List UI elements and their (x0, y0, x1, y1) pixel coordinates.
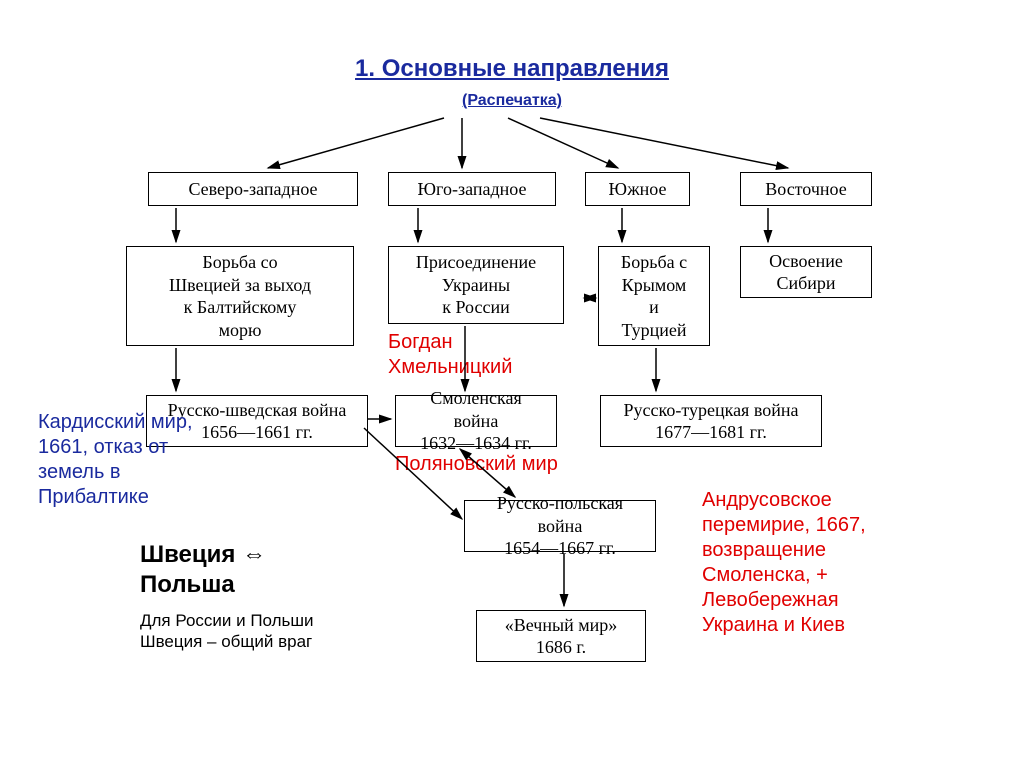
box-goal_e: Освоение Сибири (740, 246, 872, 298)
note-andrus: Андрусовское перемирие, 1667, возвращени… (702, 488, 952, 638)
subtitle: (Распечатка) (462, 92, 562, 110)
box-dir_nw: Северо-западное (148, 172, 358, 206)
box-goal_s: Борьба с Крымом и Турцией (598, 246, 710, 346)
box-goal_nw: Борьба со Швецией за выход к Балтийскому… (126, 246, 354, 346)
note-swepol: Швеция ⇔ Польша (140, 540, 340, 600)
box-war_smol: Смоленская война 1632—1634 гг. (395, 395, 557, 447)
note-polyanov: Поляновский мир (395, 452, 615, 477)
box-dir_s: Южное (585, 172, 690, 206)
note-swepol2: Для России и Польши Швеция – общий враг (140, 610, 390, 653)
note-kardis: Кардисский мир, 1661, отказ от земель в … (38, 410, 218, 510)
arrow-0 (268, 118, 444, 168)
box-war_rturk: Русско-турецкая война 1677—1681 гг. (600, 395, 822, 447)
arrow-3 (540, 118, 788, 168)
box-goal_sw: Присоединение Украины к России (388, 246, 564, 324)
note-bogdan: Богдан Хмельницкий (388, 330, 588, 380)
box-peace_eternal: «Вечный мир» 1686 г. (476, 610, 646, 662)
box-dir_e: Восточное (740, 172, 872, 206)
box-war_rpol: Русско-польская война 1654—1667 гг. (464, 500, 656, 552)
box-dir_sw: Юго-западное (388, 172, 556, 206)
title: 1. Основные направления (355, 55, 669, 83)
arrow-2 (508, 118, 618, 168)
